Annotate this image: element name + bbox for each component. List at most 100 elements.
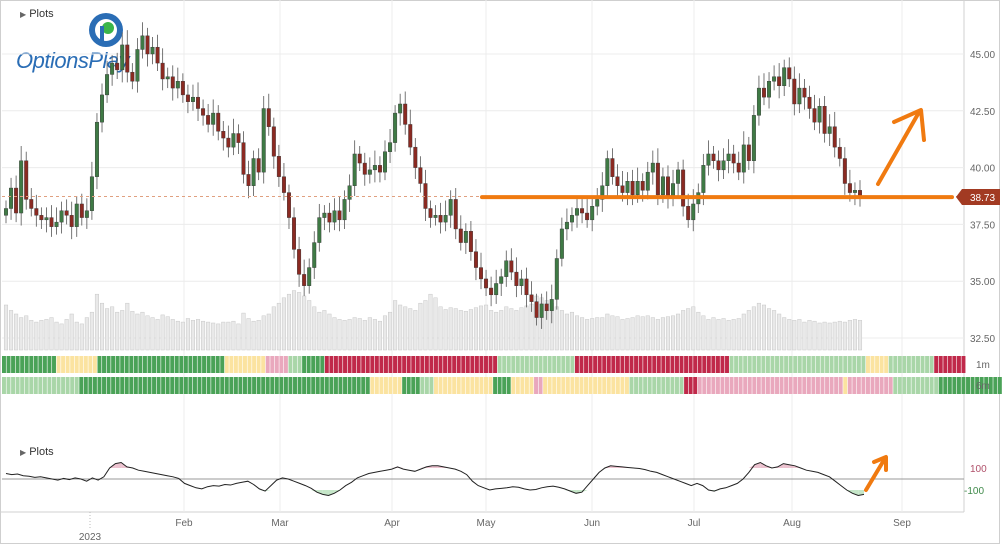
strength-cell — [192, 356, 197, 373]
candle-body — [135, 49, 140, 82]
volume-bar — [337, 319, 342, 351]
volume-bar — [822, 321, 827, 351]
strength-cell — [356, 356, 361, 373]
x-tick-label: Jun — [584, 518, 600, 529]
candle-body — [383, 151, 387, 173]
strength-cell — [92, 356, 97, 373]
strength-cell — [775, 356, 779, 373]
candle-body — [610, 158, 615, 177]
candle-body — [504, 260, 509, 277]
strength-cell — [11, 377, 16, 394]
candle-body — [746, 144, 751, 161]
strength-cell — [688, 377, 693, 394]
candle-body — [231, 133, 236, 148]
strength-cell — [534, 356, 538, 373]
candle-body — [317, 217, 322, 243]
osc-oversold-fill — [322, 490, 329, 496]
strength-cell — [434, 356, 438, 373]
strength-cell — [615, 377, 620, 394]
volume-bar — [14, 313, 19, 351]
strength-cell — [42, 377, 47, 394]
candle-body — [69, 215, 74, 227]
strength-cell — [438, 356, 443, 373]
strength-cell — [215, 356, 220, 373]
candle-body — [100, 94, 104, 123]
strength-cell — [943, 356, 948, 373]
candle-body — [191, 96, 195, 102]
strength-cell — [361, 377, 366, 394]
volume-bar — [524, 305, 529, 351]
strength-cell — [952, 377, 957, 394]
strength-cell — [224, 377, 229, 394]
strength-cell — [629, 356, 634, 373]
strength-cell — [88, 377, 93, 394]
volume-bar — [635, 315, 640, 351]
volume-bar — [433, 297, 438, 351]
candle-body — [357, 153, 362, 164]
strength-cell — [929, 377, 934, 394]
strength-cell — [684, 356, 689, 373]
volume-bar — [605, 313, 610, 351]
candle-body — [170, 76, 175, 89]
osc-overbought-fill — [115, 462, 122, 468]
strength-cell — [152, 377, 157, 394]
strength-cell — [770, 356, 775, 373]
strength-cell — [170, 377, 175, 394]
strength-cell — [288, 377, 293, 394]
volume-bar — [44, 319, 49, 351]
volume-bar — [817, 322, 822, 351]
strength-cell — [506, 377, 511, 394]
options-play-logo-icon — [89, 13, 123, 47]
strength-cell — [502, 356, 507, 373]
candle-body — [4, 208, 8, 216]
strength-cell — [320, 377, 325, 394]
candle-body — [302, 274, 307, 286]
candle-body — [539, 303, 544, 318]
volume-bar — [812, 320, 817, 351]
volume-bar — [564, 313, 569, 351]
strength-cell — [493, 377, 498, 394]
strength-cell — [288, 356, 293, 373]
volume-bar — [514, 310, 519, 351]
candle-body — [236, 133, 241, 143]
sub-plots-collapse-icon[interactable]: ▶ — [20, 448, 27, 457]
candle-body — [731, 153, 736, 164]
candle-body — [418, 167, 423, 184]
strength-cell — [979, 377, 984, 394]
volume-bar — [24, 315, 29, 351]
strength-cell — [543, 356, 548, 373]
volume-bar — [832, 321, 837, 351]
strength-cell — [293, 377, 297, 394]
strength-cell — [83, 356, 88, 373]
strength-cell — [497, 377, 502, 394]
volume-bar — [221, 321, 226, 351]
volume-bar — [231, 320, 236, 351]
strength-cell — [825, 377, 830, 394]
strength-cell — [370, 377, 375, 394]
candle-body — [413, 146, 418, 168]
strength-cell — [20, 356, 25, 373]
candle-body — [569, 215, 574, 223]
strength-cell — [893, 377, 898, 394]
strength-cell — [638, 377, 643, 394]
strength-cell — [411, 377, 416, 394]
strength-cell — [383, 356, 388, 373]
strength-cell — [470, 356, 475, 373]
volume-bar — [312, 306, 317, 351]
candle-body — [44, 217, 49, 221]
strength-cell — [693, 356, 698, 373]
volume-bar — [342, 320, 347, 351]
candle-body — [216, 112, 221, 132]
plots-collapse-icon[interactable]: ▶ — [20, 10, 27, 19]
strength-cell — [165, 356, 170, 373]
candle-body — [585, 212, 590, 221]
strength-cell — [506, 356, 511, 373]
strength-cell — [479, 377, 484, 394]
strength-cell — [643, 356, 648, 373]
volume-bar — [74, 321, 79, 351]
strength-cell — [161, 377, 166, 394]
strength-row-label: 1m — [976, 360, 990, 371]
strength-cell — [606, 356, 611, 373]
strength-cell — [866, 377, 870, 394]
